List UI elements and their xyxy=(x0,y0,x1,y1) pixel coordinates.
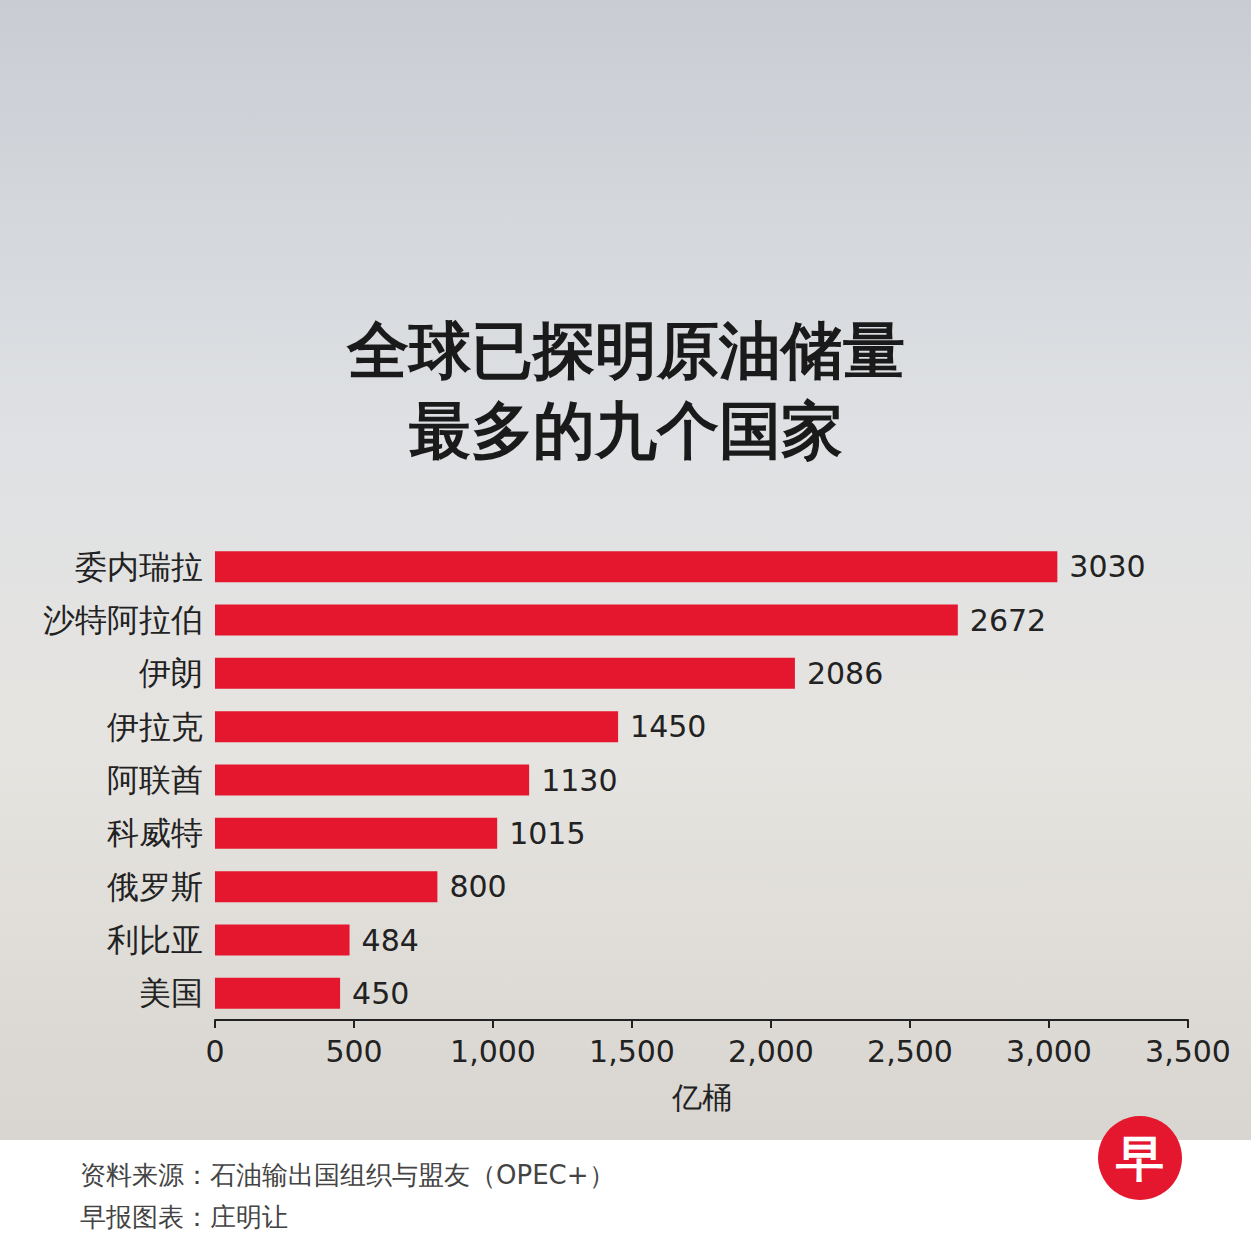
svg-text:3030: 3030 xyxy=(1069,549,1145,584)
svg-text:1450: 1450 xyxy=(630,709,706,744)
svg-text:资料来源：石油输出国组织与盟友（OPEC+）: 资料来源：石油输出国组织与盟友（OPEC+） xyxy=(80,1160,615,1190)
svg-text:阿联酋: 阿联酋 xyxy=(107,761,203,799)
svg-text:美国: 美国 xyxy=(139,974,203,1012)
svg-text:伊朗: 伊朗 xyxy=(139,654,203,692)
svg-text:2,000: 2,000 xyxy=(728,1034,814,1069)
svg-text:利比亚: 利比亚 xyxy=(107,921,203,959)
svg-text:俄罗斯: 俄罗斯 xyxy=(107,868,203,906)
svg-text:3,500: 3,500 xyxy=(1145,1034,1231,1069)
svg-text:2672: 2672 xyxy=(970,603,1046,638)
svg-text:484: 484 xyxy=(362,923,419,958)
svg-text:500: 500 xyxy=(325,1034,382,1069)
svg-text:2086: 2086 xyxy=(807,656,883,691)
svg-text:早报图表：庄明让: 早报图表：庄明让 xyxy=(80,1202,288,1232)
svg-text:早: 早 xyxy=(1115,1130,1164,1186)
svg-text:最多的九个国家: 最多的九个国家 xyxy=(409,394,843,467)
svg-text:科威特: 科威特 xyxy=(107,814,203,852)
svg-text:全球已探明原油储量: 全球已探明原油储量 xyxy=(346,314,905,387)
svg-text:800: 800 xyxy=(449,869,506,904)
svg-text:3,000: 3,000 xyxy=(1006,1034,1092,1069)
svg-text:伊拉克: 伊拉克 xyxy=(107,708,203,746)
svg-text:1015: 1015 xyxy=(509,816,585,851)
svg-text:1,000: 1,000 xyxy=(450,1034,536,1069)
svg-text:2,500: 2,500 xyxy=(867,1034,953,1069)
svg-text:450: 450 xyxy=(352,976,409,1011)
svg-text:1,500: 1,500 xyxy=(589,1034,675,1069)
svg-text:亿桶: 亿桶 xyxy=(671,1080,732,1115)
svg-text:0: 0 xyxy=(205,1034,224,1069)
svg-text:沙特阿拉伯: 沙特阿拉伯 xyxy=(43,601,203,639)
svg-text:1130: 1130 xyxy=(541,763,617,798)
svg-text:委内瑞拉: 委内瑞拉 xyxy=(75,548,203,586)
